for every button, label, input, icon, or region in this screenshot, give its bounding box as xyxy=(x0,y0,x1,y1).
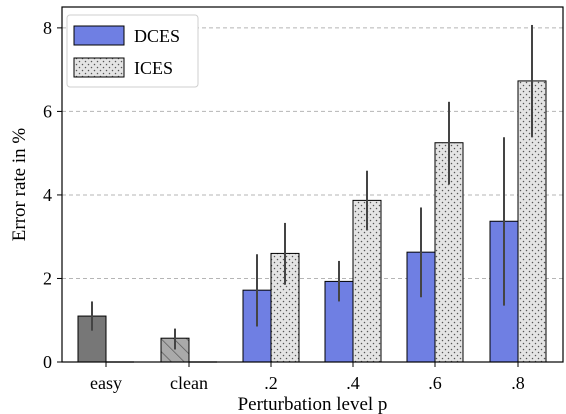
legend: DCES ICES xyxy=(66,14,199,88)
x-tick-label: .8 xyxy=(511,373,525,393)
x-tick-label: easy xyxy=(90,373,122,393)
x-tick-label: .6 xyxy=(428,373,442,393)
y-axis-label: Error rate in % xyxy=(9,128,30,242)
x-tick-label: clean xyxy=(170,373,208,393)
x-tick-label: .2 xyxy=(264,373,278,393)
y-tick-label: 8 xyxy=(43,18,52,38)
legend-swatch-ices xyxy=(73,57,125,78)
x-tick-label: .4 xyxy=(346,373,360,393)
x-axis-label: Perturbation level p xyxy=(238,394,388,414)
y-tick-label: 0 xyxy=(43,352,52,372)
legend-label-dces: DCES xyxy=(134,26,180,46)
axis-ticks: 0 2 4 6 8 easy clean .2 .4 .6 .8 xyxy=(43,18,525,393)
legend-label-ices: ICES xyxy=(134,58,173,78)
error-bars xyxy=(91,24,533,350)
y-tick-label: 6 xyxy=(43,101,52,121)
legend-swatch-dces xyxy=(73,25,125,46)
bars xyxy=(77,80,547,363)
y-tick-label: 4 xyxy=(43,185,52,205)
plot-frame xyxy=(61,6,564,363)
y-tick-label: 2 xyxy=(43,268,52,288)
